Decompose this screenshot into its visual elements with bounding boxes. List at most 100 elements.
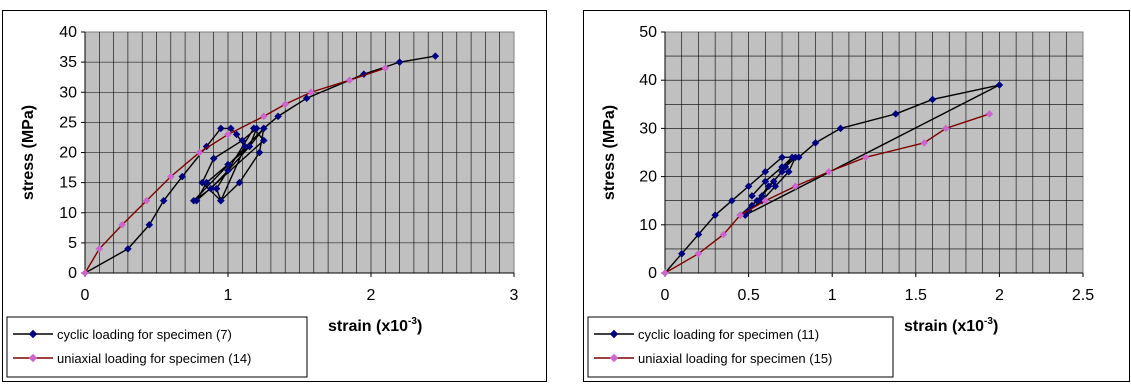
x-tick-label: 1 (828, 287, 837, 304)
data-point (224, 130, 232, 139)
chart-panel-right: 0 10 20 30 40 50 0 0.5 1 1.5 2 2.5 stress (MPa) strai… (583, 10, 1130, 382)
y-axis-label: stress (MPa) (601, 105, 618, 200)
x-tick-label: 0 (81, 287, 90, 304)
series-line (84, 55, 436, 274)
series-2 (81, 64, 390, 277)
series-2 (661, 110, 994, 277)
data-point (302, 94, 311, 103)
data-point (761, 196, 770, 205)
series-1 (81, 52, 440, 277)
data-point (788, 153, 796, 162)
x-tick-label: 0.5 (737, 287, 759, 304)
legend-entry-label: uniaxial loading for specimen (14) (57, 351, 251, 366)
y-tick-label: 40 (59, 24, 77, 41)
data-point (118, 220, 127, 229)
data-point (212, 184, 221, 193)
data-point (178, 172, 187, 181)
data-point (778, 167, 786, 176)
legend: cyclic loading for specimen (7) uniaxial … (6, 316, 308, 378)
data-point (381, 64, 390, 73)
data-point (259, 136, 268, 145)
data-point (245, 142, 254, 151)
gridlines (85, 32, 514, 273)
y-tick-label: 0 (68, 265, 77, 282)
data-point (920, 139, 929, 147)
data-point (719, 230, 728, 239)
y-tick-label: 5 (68, 235, 77, 252)
series-line (84, 67, 386, 274)
data-point (124, 245, 132, 253)
data-point (744, 182, 753, 191)
x-axis-label: strain (x10-3) (328, 316, 422, 335)
legend-box (6, 316, 308, 378)
data-point (224, 166, 232, 175)
data-point (142, 196, 151, 205)
x-axis-label: strain (x10-3) (904, 316, 998, 335)
data-point (891, 110, 900, 118)
data-point (761, 177, 770, 186)
data-point (778, 163, 786, 171)
data-point (861, 153, 870, 162)
x-tick-label: 3 (510, 287, 519, 304)
data-point (711, 211, 720, 220)
chart-panel-left: 0 5 10 15 20 25 30 35 40 0 1 2 3 stress (MPa) strain (… (2, 10, 547, 382)
data-point (694, 230, 703, 239)
x-tick-label: 2 (995, 287, 1004, 304)
data-point (694, 249, 703, 258)
legend: cyclic loading for specimen (11) uniaxial… (587, 316, 894, 378)
data-point (259, 124, 268, 133)
data-point (195, 148, 204, 157)
data-point (227, 124, 235, 133)
y-tick-label: 20 (639, 169, 657, 186)
legend-marker (28, 353, 38, 363)
data-point (928, 95, 937, 104)
data-point (359, 70, 368, 79)
y-tick-label: 35 (59, 54, 77, 71)
data-point (748, 192, 756, 200)
y-tick-label: 25 (59, 114, 77, 131)
data-point (345, 76, 354, 85)
y-tick-label: 10 (59, 205, 77, 222)
data-point (836, 124, 845, 133)
data-point (145, 220, 154, 229)
data-point (232, 130, 241, 139)
data-point (81, 269, 89, 277)
data-point (811, 139, 820, 147)
y-tick-label: 30 (639, 120, 657, 137)
data-point (274, 112, 282, 121)
y-tick-label: 15 (59, 175, 77, 192)
data-point (216, 196, 225, 205)
data-point (206, 184, 215, 193)
data-point (198, 178, 207, 187)
data-point (771, 182, 780, 191)
y-tick-label: 30 (59, 84, 77, 101)
data-point (995, 81, 1004, 89)
data-point (677, 249, 686, 258)
stress-strain-chart-right: 0 10 20 30 40 50 0 0.5 1 1.5 2 2.5 stress (MPa) strai… (587, 24, 1094, 378)
legend-entry-label: cyclic loading for specimen (11) (638, 327, 819, 342)
gridlines (665, 32, 1083, 273)
legend-entry-label: cyclic loading for specimen (7) (57, 327, 232, 342)
data-point (395, 58, 404, 66)
x-tick-label: 1 (224, 287, 233, 304)
data-point (764, 182, 773, 191)
stress-strain-chart-left: 0 5 10 15 20 25 30 35 40 0 1 2 3 stress (MPa) strain (… (6, 24, 519, 378)
x-tick-label: 0 (661, 287, 670, 304)
data-point (189, 196, 198, 205)
y-tick-label: 50 (639, 24, 657, 41)
data-point (728, 196, 736, 205)
data-point (661, 269, 669, 277)
x-tick-label: 2 (367, 287, 376, 304)
data-point (825, 167, 833, 176)
data-point (209, 154, 218, 163)
x-tick-label: 2.5 (1072, 287, 1094, 304)
legend-marker (28, 329, 38, 339)
data-point (985, 110, 994, 118)
x-tick-label: 1.5 (905, 287, 927, 304)
data-point (216, 124, 225, 133)
data-point (431, 52, 440, 60)
data-point (238, 136, 247, 145)
data-point (784, 167, 793, 176)
data-point (159, 196, 168, 205)
legend-box (587, 316, 894, 378)
